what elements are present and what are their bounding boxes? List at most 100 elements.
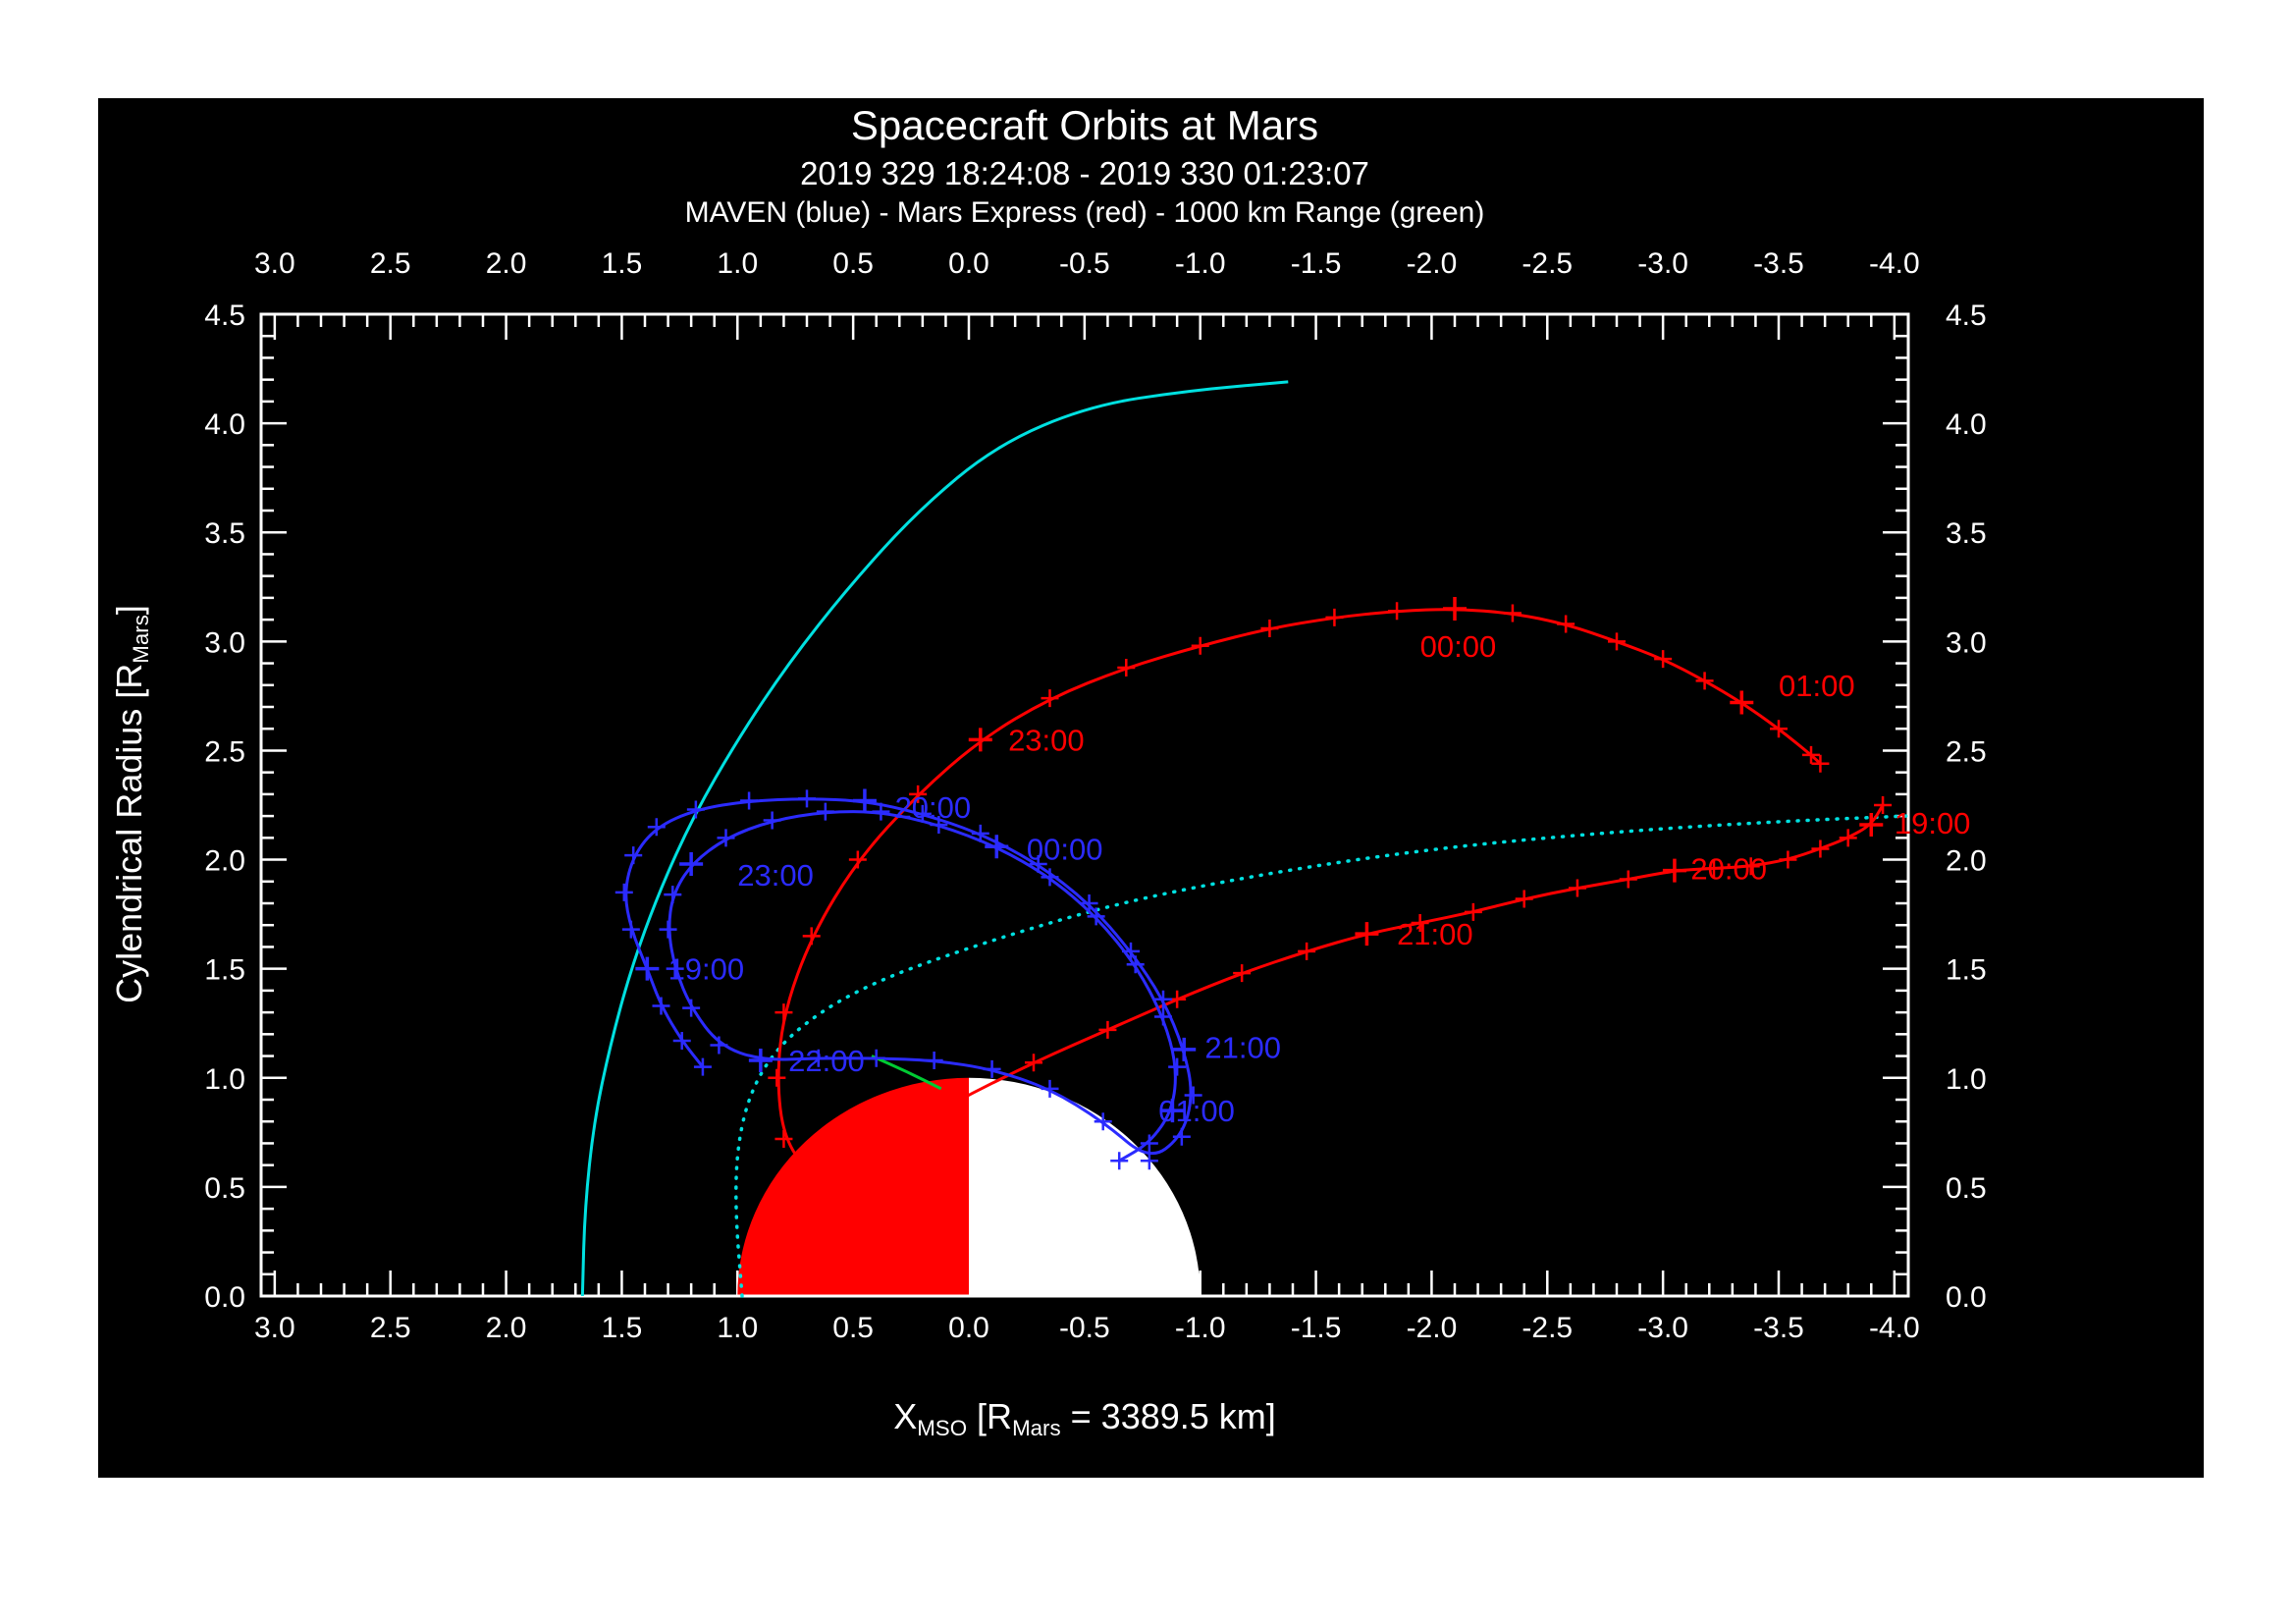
series-maven: [624, 797, 1193, 1163]
x-tick-label-bottom: 1.5: [602, 1312, 643, 1344]
orbit-time-marker: [774, 1003, 793, 1022]
x-tick-label-bottom: 2.0: [486, 1312, 527, 1344]
orbit-time-marker: [867, 1049, 885, 1067]
series-legend: MAVEN (blue) - Mars Express (red) - 1000…: [684, 196, 1485, 229]
x-tick-label-top: -3.0: [1637, 247, 1688, 280]
orbit-time-marker: [686, 800, 705, 819]
orbit-time-marker: [1874, 796, 1893, 814]
y-tick-label-right: 2.5: [1946, 735, 1987, 768]
orbit-time-marker: [1811, 839, 1830, 858]
orbit-time-marker: [768, 1068, 786, 1087]
hour-label-mars-express: 00:00: [1420, 629, 1497, 664]
x-axis-title-sub1: MSO: [917, 1415, 968, 1440]
orbit-time-marker: [1154, 1007, 1172, 1026]
orbit-time-marker: [763, 811, 781, 830]
hour-label-mars-express: 20:00: [1690, 851, 1767, 886]
orbit-time-marker: [774, 1130, 793, 1148]
orbit-time-marker: [1025, 1054, 1042, 1072]
axis-ticks: [261, 312, 1908, 1298]
x-tick-label-bottom: 0.5: [832, 1312, 874, 1344]
orbit-time-marker: [1557, 615, 1575, 633]
x-tick-label-bottom: 2.5: [370, 1312, 411, 1344]
time-tick-markers: [614, 597, 1893, 1185]
orbit-time-marker: [1140, 1152, 1158, 1170]
orbit-time-marker: [652, 997, 670, 1015]
orbit-time-marker: [666, 959, 684, 978]
orbit-time-marker: [1080, 894, 1098, 912]
page-title: Spacecraft Orbits at Mars: [850, 102, 1319, 148]
y-tick-label-left: 2.5: [204, 735, 245, 768]
orbit-time-marker: [1140, 1134, 1158, 1153]
orbit-time-marker: [1298, 942, 1316, 960]
orbit-time-marker: [983, 1059, 1001, 1078]
orbit-time-marker: [1087, 907, 1105, 926]
orbit-time-marker: [855, 1145, 874, 1163]
orbit-time-marker: [1839, 829, 1857, 847]
y-axis-title-sub: Mars: [128, 615, 153, 664]
y-tick-label-left: 4.5: [204, 299, 245, 332]
orbit-time-marker: [717, 829, 735, 847]
orbit-time-marker: [1779, 850, 1797, 869]
y-tick-label-right: 3.0: [1946, 626, 1987, 659]
orbit-time-marker: [852, 788, 877, 813]
orbit-time-marker: [1110, 1152, 1129, 1170]
x-tick-label-bottom: -1.5: [1291, 1312, 1342, 1344]
x-tick-label-top: 2.5: [370, 247, 411, 280]
hour-labels: 19:00 20:00 21:00 23:00 00:00 01:00 19:00 20:00…: [668, 629, 1971, 1128]
orbit-time-marker: [1041, 868, 1059, 887]
orbit-time-marker: [624, 846, 643, 865]
orbit-curves: [580, 380, 1908, 1298]
y-tick-label-left: 1.0: [204, 1063, 245, 1096]
orbit-time-marker: [621, 920, 640, 939]
x-tick-label-top: -0.5: [1059, 247, 1110, 280]
y-tick-label-left: 0.0: [204, 1281, 245, 1314]
y-tick-label-left: 0.5: [204, 1172, 245, 1205]
orbit-time-marker: [710, 1036, 728, 1055]
orbit-time-marker: [614, 883, 633, 901]
hour-label-maven: 01:00: [1158, 1094, 1235, 1128]
orbit-time-marker: [1355, 922, 1379, 947]
hour-label-mars-express: 19:00: [1895, 806, 1971, 840]
orbit-time-marker: [1503, 604, 1522, 622]
x-axis-title-sub2: Mars: [1012, 1415, 1061, 1440]
y-tick-label-right: 4.5: [1946, 299, 1987, 332]
orbit-time-marker: [1191, 636, 1209, 655]
y-axis-title-main: Cylendrical Radius [R: [109, 663, 149, 1003]
orbit-time-marker: [809, 1049, 828, 1067]
orbit-time-marker: [693, 1057, 712, 1076]
y-tick-label-left: 4.0: [204, 408, 245, 441]
x-tick-label-top: 1.0: [717, 247, 758, 280]
orbit-time-marker: [748, 1049, 773, 1072]
mars-sunward-half: [737, 1077, 969, 1296]
x-tick-label-top: 0.5: [832, 247, 874, 280]
orbit-time-marker: [1811, 754, 1830, 773]
x-tick-label-bottom: -0.5: [1059, 1312, 1110, 1344]
hour-label-maven: 21:00: [1204, 1031, 1281, 1065]
y-axis-title-rest: ]: [109, 605, 149, 616]
x-tick-label-top: -1.0: [1175, 247, 1226, 280]
x-tick-label-top: 2.0: [486, 247, 527, 280]
orbit-time-marker: [672, 1032, 691, 1050]
x-tick-label-bottom: -4.0: [1869, 1312, 1920, 1344]
x-axis-title: XMSO [RMars = 3389.5 km]: [261, 1396, 1908, 1440]
orbit-time-marker: [1041, 1079, 1059, 1098]
orbit-time-marker: [679, 852, 704, 876]
orbit-time-marker: [1695, 672, 1714, 690]
plot-frame: [259, 312, 1910, 1298]
series-range-1000km: [871, 1055, 942, 1091]
orbit-time-marker: [1184, 1086, 1202, 1105]
orbit-time-marker: [1411, 914, 1429, 932]
orbit-time-marker: [872, 802, 890, 821]
orbit-time-marker: [659, 920, 677, 939]
x-tick-label-top: -2.5: [1522, 247, 1573, 280]
orbit-time-marker: [971, 824, 989, 842]
hour-label-mars-express: 01:00: [1779, 669, 1855, 703]
x-axis-title-mid: [R: [967, 1396, 1013, 1436]
orbit-time-marker: [1098, 1020, 1117, 1039]
orbit-time-marker: [938, 1092, 963, 1116]
y-tick-label-left: 3.0: [204, 626, 245, 659]
x-tick-label-bottom: 0.0: [948, 1312, 989, 1344]
axis-tick-labels: 3.0 3.0 2.5 2.5 2.0 2.0 1.5 1.5 1.0 1.0 0.5 0.5 0.0 0…: [204, 247, 1986, 1344]
orbit-time-marker: [1094, 1112, 1112, 1131]
